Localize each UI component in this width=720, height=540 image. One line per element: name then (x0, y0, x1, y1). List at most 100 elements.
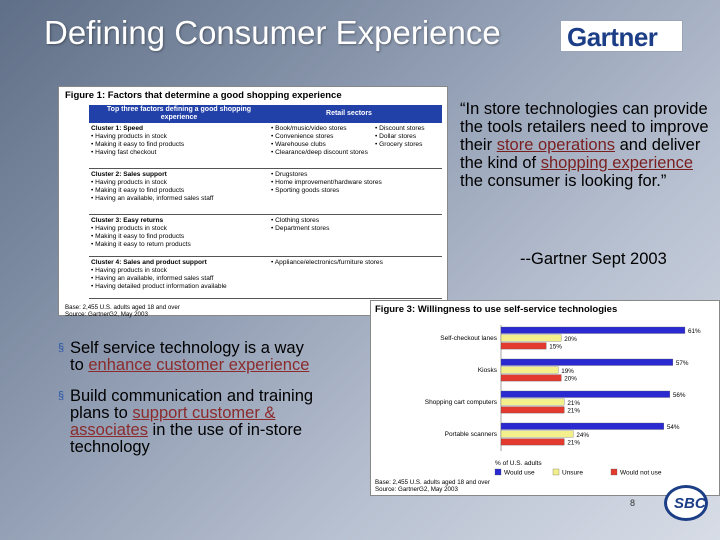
figure3-chart-panel: Figure 3: Willingness to use self-servic… (370, 300, 720, 496)
bar-would-not-use (500, 406, 565, 414)
figure1-base-line: Base: 2,455 U.S. adults aged 18 and over (65, 304, 180, 311)
bullet-highlight: support customer & associates (70, 404, 276, 439)
figure3-base-line: Base: 2,455 U.S. adults aged 18 and over (375, 479, 490, 486)
cluster-name: Cluster 1: Speed (91, 125, 144, 132)
bar-unsure (500, 334, 562, 342)
sbc-logo-text: SBC (674, 495, 706, 512)
sbc-logo: SBC (664, 485, 708, 521)
cluster-sectors: • Drugstores • Home improvement/hardware… (271, 171, 439, 195)
data-label: 19% (561, 368, 574, 375)
figure3-source-line: Source: GartnerG2, May 2003 (375, 486, 458, 493)
sector-item: • Warehouse clubs (271, 141, 326, 148)
bar-would-not-use (500, 342, 547, 350)
bullet-text: Self service technology is a way to (70, 339, 304, 374)
cluster-row: Cluster 4: Sales and product support • H… (89, 259, 442, 299)
quote-text: and deliver the kind of (460, 136, 701, 172)
sector-item: • Drugstores (271, 171, 308, 178)
figure1-source: Base: 2,455 U.S. adults aged 18 and over… (65, 304, 180, 318)
cluster-factor: • Having an available, informed sales st… (91, 275, 214, 282)
figure1-header-left: Top three factors defining a good shoppi… (106, 106, 252, 121)
data-label: 20% (564, 376, 577, 383)
category-label: Portable scanners (445, 431, 498, 438)
cluster-sectors: • Book/music/video stores • Discount stor… (271, 125, 439, 157)
sector-item: • Sporting goods stores (271, 187, 340, 194)
cluster-factor: • Having products in stock (91, 267, 167, 274)
page-number: 8 (630, 498, 636, 508)
category-label: Shopping cart computers (425, 399, 498, 406)
bullet-highlight: enhance customer experience (88, 356, 310, 374)
quote-highlight: shopping experience (540, 154, 694, 172)
gartner-quote: “In store technologies can provide the t… (460, 100, 710, 190)
data-label: 56% (673, 392, 686, 399)
cluster-row: Cluster 2: Sales support • Having produc… (89, 171, 442, 215)
figure3-title: Figure 3: Willingness to use self-servic… (375, 304, 618, 315)
cluster-name: Cluster 3: Easy returns (91, 217, 164, 224)
data-label: 21% (567, 400, 580, 407)
cluster-sectors: • Clothing stores • Department stores (271, 217, 439, 233)
figure1-title: Figure 1: Factors that determine a good … (65, 90, 342, 101)
cluster-factors: • Having products in stock • Making it e… (91, 179, 213, 203)
cluster-factor: • Making it easy to find products (91, 187, 185, 194)
data-label: 57% (676, 360, 689, 367)
data-label: 20% (564, 336, 577, 343)
legend-swatch (552, 468, 560, 476)
figure1-header-row: Top three factors defining a good shoppi… (89, 105, 442, 123)
sector-item: • Department stores (271, 225, 330, 232)
legend-swatch (494, 468, 502, 476)
gartner-logo: Gartner (560, 20, 683, 52)
legend-label: Would use (504, 470, 535, 477)
data-label: 24% (576, 432, 589, 439)
sector-item: • Home improvement/hardware stores (271, 179, 382, 186)
cluster-factor: • Making it easy to find products (91, 141, 185, 148)
quote-attribution: --Gartner Sept 2003 (520, 250, 667, 268)
bar-would-use (500, 326, 686, 334)
bar-would-use (500, 358, 674, 366)
data-label: 21% (567, 408, 580, 415)
x-axis-label: % of U.S. adults (495, 460, 542, 467)
data-label: 61% (688, 328, 701, 335)
quote-text: the consumer is looking for.” (460, 172, 667, 190)
cluster-row: Cluster 3: Easy returns • Having product… (89, 217, 442, 257)
figure1-header-right: Retail sectors (326, 110, 372, 117)
bullet-item: § Self service technology is a way to en… (58, 340, 318, 374)
category-label: Kiosks (478, 367, 498, 374)
bar-would-use (500, 422, 664, 430)
quote-highlight: store operations (496, 136, 616, 154)
quote-text: “In store technologies can provide the t… (460, 100, 709, 154)
legend-label: Would not use (620, 470, 662, 477)
gartner-logo-text: Gartner (567, 22, 658, 52)
bar-unsure (500, 398, 565, 406)
bar-would-use (500, 390, 671, 398)
slide-title: Defining Consumer Experience (44, 14, 501, 51)
cluster-sectors: • Appliance/electronics/furniture stores (271, 259, 439, 267)
sector-item: • Clothing stores (271, 217, 320, 224)
sector-item: • Dollar stores (375, 133, 417, 140)
bar-would-not-use (500, 438, 565, 446)
bullet-text: Build communication and training plans t… (70, 387, 314, 422)
category-label: Self-checkout lanes (440, 335, 497, 342)
cluster-name: Cluster 4: Sales and product support (91, 259, 207, 266)
cluster-factor: • Having detailed product information av… (91, 283, 227, 290)
bullet-text: in the use of in-store technology (70, 421, 303, 456)
cluster-factor: • Making it easy to return products (91, 241, 191, 248)
sector-item: • Clearance/deep discount stores (271, 149, 368, 156)
cluster-factor: • Having fast checkout (91, 149, 157, 156)
bullet-marker-icon: § (58, 390, 65, 402)
bar-unsure (500, 430, 574, 438)
sector-item: • Appliance/electronics/furniture stores (271, 259, 383, 266)
bullet-list: § Self service technology is a way to en… (58, 340, 318, 470)
cluster-factors: • Having products in stock • Making it e… (91, 133, 184, 157)
bar-unsure (500, 366, 559, 374)
bar-would-not-use (500, 374, 562, 382)
cluster-factor: • Having products in stock (91, 133, 167, 140)
figure1-source-line: Source: GartnerG2, May 2003 (65, 311, 148, 318)
figure3-source: Base: 2,455 U.S. adults aged 18 and over… (375, 479, 490, 493)
cluster-factor: • Making it easy to find products (91, 233, 185, 240)
sector-item: • Convenience stores (271, 133, 334, 140)
legend-label: Unsure (562, 470, 583, 477)
data-label: 21% (567, 440, 580, 447)
data-label: 15% (549, 344, 562, 351)
bullet-marker-icon: § (58, 342, 65, 354)
cluster-factor: • Having an available, informed sales st… (91, 195, 214, 202)
cluster-name: Cluster 2: Sales support (91, 171, 167, 178)
